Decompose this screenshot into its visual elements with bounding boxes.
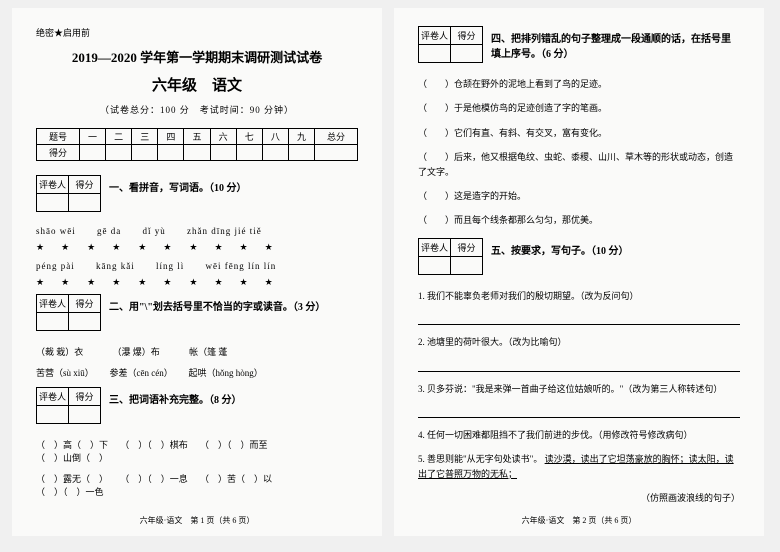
table-row: 题号 一 二 三 四 五 六 七 八 九 总分 — [37, 129, 358, 145]
grade-subject: 六年级 语文 — [36, 74, 358, 95]
th: 八 — [262, 129, 288, 145]
score-box: 评卷人得分 — [418, 238, 483, 275]
q4a: （ ）仓颉在野外的泥地上看到了鸟的足迹。 — [418, 77, 740, 91]
q5-2: 2. 池塘里的荷叶很大。（改为比喻句） — [418, 335, 740, 349]
fill-row: （ ）露无（ ） （ ）（ ）一息 （ ）苦（ ）以 （ ）（ ）一色 — [36, 472, 358, 498]
pinyin-row: péng pài kāng kǎi líng lì wēi fēng lín l… — [36, 261, 358, 271]
exam-info: （试卷总分：100 分 考试时间：90 分钟） — [36, 103, 358, 116]
score-box: 评卷人得分 — [36, 175, 101, 212]
section-4: 评卷人得分 四、把排列错乱的句子整理成一段通顺的话，在括号里填上序号。（6 分） — [418, 26, 740, 67]
score-label: 得分 — [69, 176, 101, 194]
th: 总分 — [315, 129, 358, 145]
score-box: 评卷人得分 — [418, 26, 483, 63]
score-box: 评卷人得分 — [36, 387, 101, 424]
answer-line — [418, 360, 740, 372]
footer-right: 六年级·语文 第 2 页（共 6 页） — [394, 515, 764, 526]
secret-label: 绝密★启用前 — [36, 26, 358, 39]
q2-row2: 苦营（sù xiū） 参差（cēn cén） 起哄（hǒng hòng） — [36, 366, 358, 379]
th: 三 — [132, 129, 158, 145]
th: 六 — [210, 129, 236, 145]
th: 四 — [158, 129, 184, 145]
left-page: 绝密★启用前 2019—2020 学年第一学期期末调研测试试卷 六年级 语文 （… — [12, 8, 382, 536]
right-page: 评卷人得分 四、把排列错乱的句子整理成一段通顺的话，在括号里填上序号。（6 分）… — [394, 8, 764, 536]
th: 题号 — [37, 129, 80, 145]
th: 九 — [288, 129, 314, 145]
q5-5: 5. 善思则能"从无字句处读书"。 读沙漠，读出了它坦荡豪放的胸怀；读太阳，读出… — [418, 452, 740, 481]
section-5: 评卷人得分 五、按要求，写句子。（10 分） — [418, 238, 740, 279]
section-2: 评卷人得分 二、用"\"划去括号里不恰当的字或读音。（3 分） — [36, 294, 358, 335]
th: 二 — [106, 129, 132, 145]
q5-5-note: （仿照画波浪线的句子） — [418, 491, 740, 505]
q5-3: 3. 贝多芬说："我是来弹一首曲子给这位姑娘听的。"（改为第三人称转述句） — [418, 382, 740, 396]
q2-row1: （裁 栽）衣 （瀑 爆）布 帐（篷 蓬 — [36, 345, 358, 358]
th: 一 — [79, 129, 105, 145]
q4b: （ ）于是他模仿鸟的足迹创造了字的笔画。 — [418, 101, 740, 115]
score-box: 评卷人得分 — [36, 294, 101, 331]
answer-line — [418, 313, 740, 325]
star-row: ★ ★★ ★★ ★★ ★ ★ ★ — [36, 240, 358, 253]
fill-row: （ ）高（ ）下 （ ）（ ）棋布 （ ）（ ）而至 （ ）山倒（ ） — [36, 438, 358, 464]
pinyin-row: shāo wēi gē da dǐ yù zhǎn dīng jié tiě — [36, 226, 358, 236]
star-row: ★ ★★ ★★ ★★ ★ ★ ★ — [36, 275, 358, 288]
table-row: 得分 — [37, 145, 358, 161]
q5-1: 1. 我们不能辜负老师对我们的殷切期望。（改为反问句） — [418, 289, 740, 303]
scorer-label: 评卷人 — [37, 176, 69, 194]
answer-line — [418, 406, 740, 418]
row-label: 得分 — [37, 145, 80, 161]
section-3: 评卷人得分 三、把词语补充完整。（8 分） — [36, 387, 358, 428]
q5-4: 4. 任何一切困难都阻挡不了我们前进的步伐。（用修改符号修改病句） — [418, 428, 740, 442]
q4c: （ ）它们有直、有斜、有交叉，富有变化。 — [418, 126, 740, 140]
score-summary-table: 题号 一 二 三 四 五 六 七 八 九 总分 得分 — [36, 128, 358, 161]
q4f: （ ）而且每个线条都那么匀匀，那优美。 — [418, 213, 740, 227]
th: 五 — [184, 129, 210, 145]
section-1: 评卷人得分 一、看拼音，写词语。（10 分） — [36, 175, 358, 216]
exam-title: 2019—2020 学年第一学期期末调研测试试卷 — [36, 47, 358, 66]
th: 七 — [236, 129, 262, 145]
q4d: （ ）后来，他又根据龟纹、虫蛇、黍稷、山川、草木等的形状或动态，创造了文字。 — [418, 150, 740, 179]
q4e: （ ）这是造字的开始。 — [418, 189, 740, 203]
footer-left: 六年级·语文 第 1 页（共 6 页） — [12, 515, 382, 526]
